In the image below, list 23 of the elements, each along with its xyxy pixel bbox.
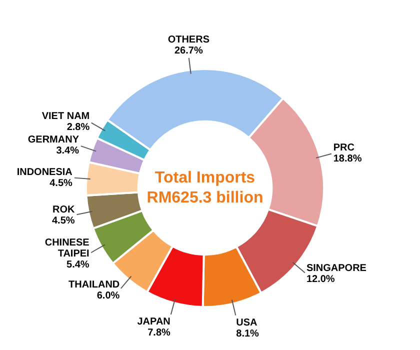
slice-label: USA	[236, 318, 258, 329]
slice-label: VIET NAM	[42, 111, 90, 122]
slice-label: INDONESIA	[16, 166, 72, 178]
data-label: 8.1%	[236, 328, 260, 340]
data-label: 4.5%	[50, 178, 73, 189]
data-label: 7.8%	[148, 328, 170, 339]
data-label: 3.4%	[56, 146, 80, 157]
data-label: 6.0%	[96, 290, 120, 302]
data-label: 5.4%	[66, 259, 90, 270]
data-label: 18.8%	[333, 153, 362, 164]
slice-label: GERMANY	[28, 134, 80, 146]
data-label: 12.0%	[306, 274, 335, 286]
slice-label: THAILAND	[68, 279, 120, 290]
slice-label: ROK	[52, 204, 76, 216]
slice-label: CHINESE TAIPEI	[44, 237, 90, 260]
slice-label: JAPAN	[137, 316, 170, 328]
slice-label: PRC	[333, 142, 354, 154]
data-label: 26.7%	[174, 45, 203, 56]
slice-label: OTHERS	[168, 34, 210, 46]
slice-label: SINGAPORE	[306, 263, 367, 274]
data-label: 2.8%	[66, 122, 90, 134]
data-label: 4.5%	[52, 215, 75, 226]
text: Total Imports RM625.3 billion	[146, 169, 264, 206]
